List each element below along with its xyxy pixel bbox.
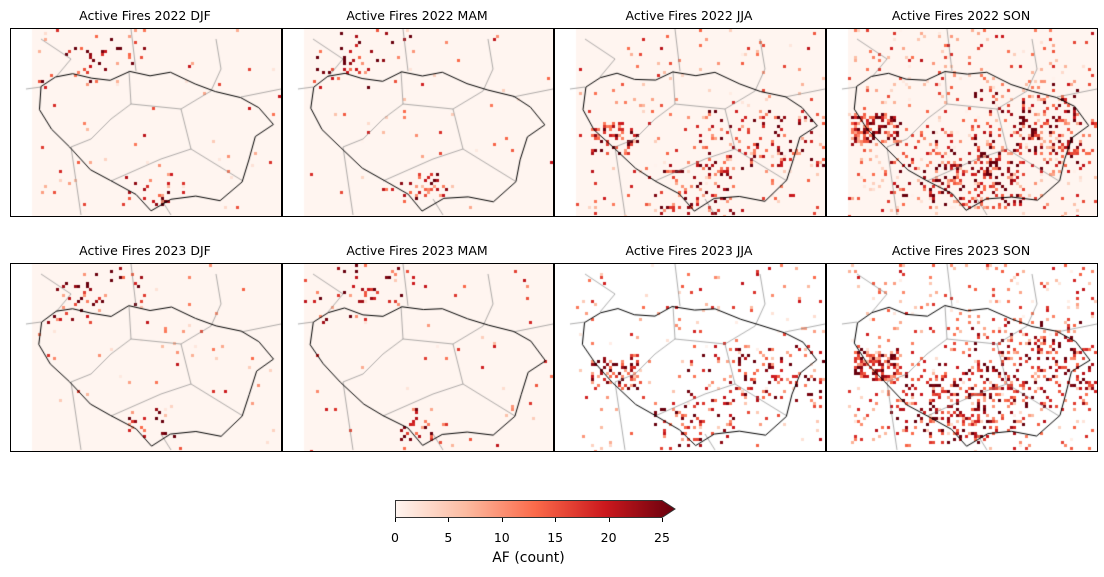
fire-map-panel (554, 263, 826, 452)
fire-map-panel (10, 28, 282, 217)
colorbar-tick-label: 15 (547, 530, 564, 545)
colorbar-tick-mark (662, 518, 663, 522)
colorbar-tick-label: 25 (654, 530, 670, 545)
colorbar-tick-mark (608, 518, 610, 522)
colorbar-tick-mark (448, 518, 450, 522)
colorbar-tick-label: 10 (493, 530, 510, 545)
panel-title: Active Fires 2023 DJF (79, 243, 211, 258)
panel-title: Active Fires 2022 DJF (79, 8, 211, 23)
panel-title: Active Fires 2022 SON (891, 8, 1031, 23)
fire-map-panel (554, 28, 826, 217)
colorbar-tick-mark (395, 518, 396, 522)
fire-map-panel (10, 263, 282, 452)
colorbar-tick-mark (555, 518, 557, 522)
panel-title: Active Fires 2023 JJA (625, 243, 753, 258)
colorbar-tick-label: 0 (391, 530, 399, 545)
fire-map-panel (826, 28, 1098, 217)
colorbar (395, 500, 676, 518)
colorbar-tick-label: 20 (600, 530, 617, 545)
colorbar-tick-label: 5 (444, 530, 453, 545)
colorbar-label: AF (count) (492, 550, 565, 566)
panel-title: Active Fires 2022 MAM (346, 8, 488, 23)
panel-title: Active Fires 2023 MAM (346, 243, 488, 258)
fire-map-panel (282, 28, 554, 217)
panel-title: Active Fires 2022 JJA (625, 8, 753, 23)
colorbar-tick-mark (501, 518, 503, 522)
panel-title: Active Fires 2023 SON (891, 243, 1031, 258)
fire-map-panel (826, 263, 1098, 452)
fire-map-panel (282, 263, 554, 452)
